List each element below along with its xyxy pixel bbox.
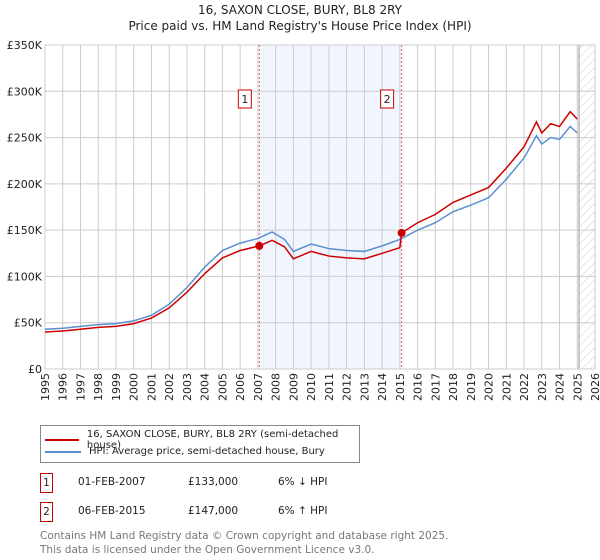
transaction-hpi: 6% ↓ HPI: [278, 476, 328, 488]
transaction-price: £147,000: [188, 505, 239, 517]
transaction-date: 06-FEB-2015: [78, 505, 146, 517]
x-tick-label: 1997: [74, 373, 87, 401]
transaction-date: 01-FEB-2007: [78, 476, 146, 488]
legend-item-property: 16, SAXON CLOSE, BURY, BL8 2RY (semi-det…: [45, 429, 359, 451]
x-tick-label: 2026: [589, 373, 600, 401]
x-tick-label: 2000: [128, 373, 141, 401]
chart-title: 16, SAXON CLOSE, BURY, BL8 2RY: [198, 3, 402, 17]
transaction-hpi: 6% ↑ HPI: [278, 505, 328, 517]
footer-licence: This data is licensed under the Open Gov…: [40, 544, 375, 556]
x-tick-label: 2017: [429, 373, 442, 401]
x-tick-label: 2015: [394, 373, 407, 401]
legend: 16, SAXON CLOSE, BURY, BL8 2RY (semi-det…: [40, 425, 360, 463]
legend-label: 16, SAXON CLOSE, BURY, BL8 2RY (semi-det…: [86, 429, 339, 451]
annotation-box: [380, 89, 395, 109]
x-tick-label: 2001: [145, 373, 158, 401]
x-tick-label: 2005: [216, 373, 229, 401]
x-tick-label: 2021: [500, 373, 513, 401]
x-tick-label: 2020: [483, 373, 496, 401]
hpi-line: [44, 125, 578, 330]
x-tick-label: 2011: [323, 373, 336, 401]
marker-badge: 1: [40, 473, 53, 493]
y-tick-label: £200K: [7, 178, 43, 191]
y-tick-label: £250K: [7, 132, 43, 145]
x-tick-label: 2022: [518, 373, 531, 401]
forecast-hatch: [579, 45, 595, 369]
property-price-line: [44, 110, 578, 333]
shaded-period: [259, 45, 402, 369]
x-tick-label: 2010: [305, 373, 318, 401]
x-tick-label: 1996: [57, 373, 70, 401]
x-tick-label: 1995: [39, 373, 52, 401]
sale-point: [255, 241, 264, 250]
x-tick-label: 2025: [571, 373, 584, 401]
x-tick-label: 2018: [447, 373, 460, 401]
x-tick-label: 2003: [181, 373, 194, 401]
legend-swatch-blue: [45, 450, 81, 453]
y-tick-label: £300K: [7, 85, 43, 98]
x-tick-label: 2004: [199, 373, 212, 401]
annotation-box: [237, 89, 252, 109]
plot-frame: [44, 44, 596, 370]
legend-label: HPI: Average price, semi-detached house,…: [89, 446, 325, 457]
chart-subtitle: Price paid vs. HM Land Registry's House …: [128, 19, 472, 33]
y-tick-label: £350K: [7, 39, 43, 52]
footer-copyright: Contains HM Land Registry data © Crown c…: [40, 530, 449, 542]
y-tick-label: £50K: [14, 317, 43, 330]
x-tick-label: 2013: [358, 373, 371, 401]
transaction-row: 1 01-FEB-2007 £133,000 6% ↓ HPI: [40, 473, 540, 493]
x-tick-label: 1998: [92, 373, 105, 401]
x-tick-label: 2016: [412, 373, 425, 401]
transaction-price: £133,000: [188, 476, 239, 488]
annotation-label: 2: [384, 93, 391, 106]
x-tick-label: 2014: [376, 373, 389, 401]
legend-swatch-red: [45, 439, 79, 441]
x-tick-label: 2019: [465, 373, 478, 401]
price-chart: 1995 1996 1997 1998 1999 2000 2001 2002 2003 2004…: [7, 39, 600, 401]
x-tick-label: 1999: [110, 373, 123, 401]
x-tick-label: 2008: [270, 373, 283, 401]
x-tick-label: 2002: [163, 373, 176, 401]
x-tick-label: 2023: [536, 373, 549, 401]
x-tick-label: 2009: [287, 373, 300, 401]
x-tick-label: 2012: [341, 373, 354, 401]
annotation-label: 1: [241, 93, 248, 106]
x-tick-label: 2024: [554, 373, 567, 401]
y-tick-label: £150K: [7, 224, 43, 237]
y-tick-label: £100K: [7, 270, 43, 283]
y-tick-label: £0: [28, 363, 42, 376]
marker-badge: 2: [40, 502, 53, 522]
x-tick-label: 2007: [252, 373, 265, 401]
sale-point: [397, 228, 406, 237]
legend-item-hpi: HPI: Average price, semi-detached house,…: [45, 446, 325, 457]
transaction-row: 2 06-FEB-2015 £147,000 6% ↑ HPI: [40, 502, 540, 522]
x-tick-label: 2006: [234, 373, 247, 401]
